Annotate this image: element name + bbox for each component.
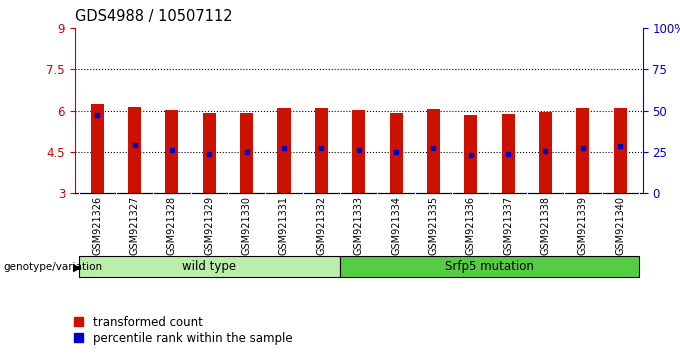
Text: GDS4988 / 10507112: GDS4988 / 10507112 xyxy=(75,9,233,24)
Bar xyxy=(90,104,104,193)
Text: GSM921328: GSM921328 xyxy=(167,196,177,255)
Bar xyxy=(352,109,365,193)
Text: Srfp5 mutation: Srfp5 mutation xyxy=(445,260,534,273)
Bar xyxy=(576,108,590,193)
Text: GSM921333: GSM921333 xyxy=(354,196,364,255)
Text: GSM921335: GSM921335 xyxy=(428,196,439,255)
Bar xyxy=(240,113,253,193)
Bar xyxy=(128,107,141,193)
Bar xyxy=(78,256,340,277)
Text: GSM921336: GSM921336 xyxy=(466,196,476,255)
Text: GSM921339: GSM921339 xyxy=(578,196,588,255)
Text: GSM921338: GSM921338 xyxy=(541,196,551,255)
Text: GSM921330: GSM921330 xyxy=(241,196,252,255)
Bar xyxy=(340,256,639,277)
Bar xyxy=(165,110,178,193)
Bar xyxy=(539,112,552,193)
Bar xyxy=(315,108,328,193)
Text: GSM921340: GSM921340 xyxy=(615,196,625,255)
Text: GSM921332: GSM921332 xyxy=(316,196,326,255)
Text: GSM921326: GSM921326 xyxy=(92,196,102,255)
Text: GSM921329: GSM921329 xyxy=(204,196,214,255)
Text: GSM921331: GSM921331 xyxy=(279,196,289,255)
Bar xyxy=(203,113,216,193)
Bar xyxy=(390,113,403,193)
Bar xyxy=(277,108,290,193)
Bar xyxy=(502,114,515,193)
Bar xyxy=(464,115,477,193)
Text: ▶: ▶ xyxy=(73,262,82,272)
Bar xyxy=(613,108,627,193)
Legend: transformed count, percentile rank within the sample: transformed count, percentile rank withi… xyxy=(74,316,292,344)
Text: GSM921337: GSM921337 xyxy=(503,196,513,255)
Text: wild type: wild type xyxy=(182,260,237,273)
Bar xyxy=(427,109,440,193)
Text: genotype/variation: genotype/variation xyxy=(3,262,103,272)
Text: GSM921327: GSM921327 xyxy=(130,196,139,255)
Text: GSM921334: GSM921334 xyxy=(391,196,401,255)
